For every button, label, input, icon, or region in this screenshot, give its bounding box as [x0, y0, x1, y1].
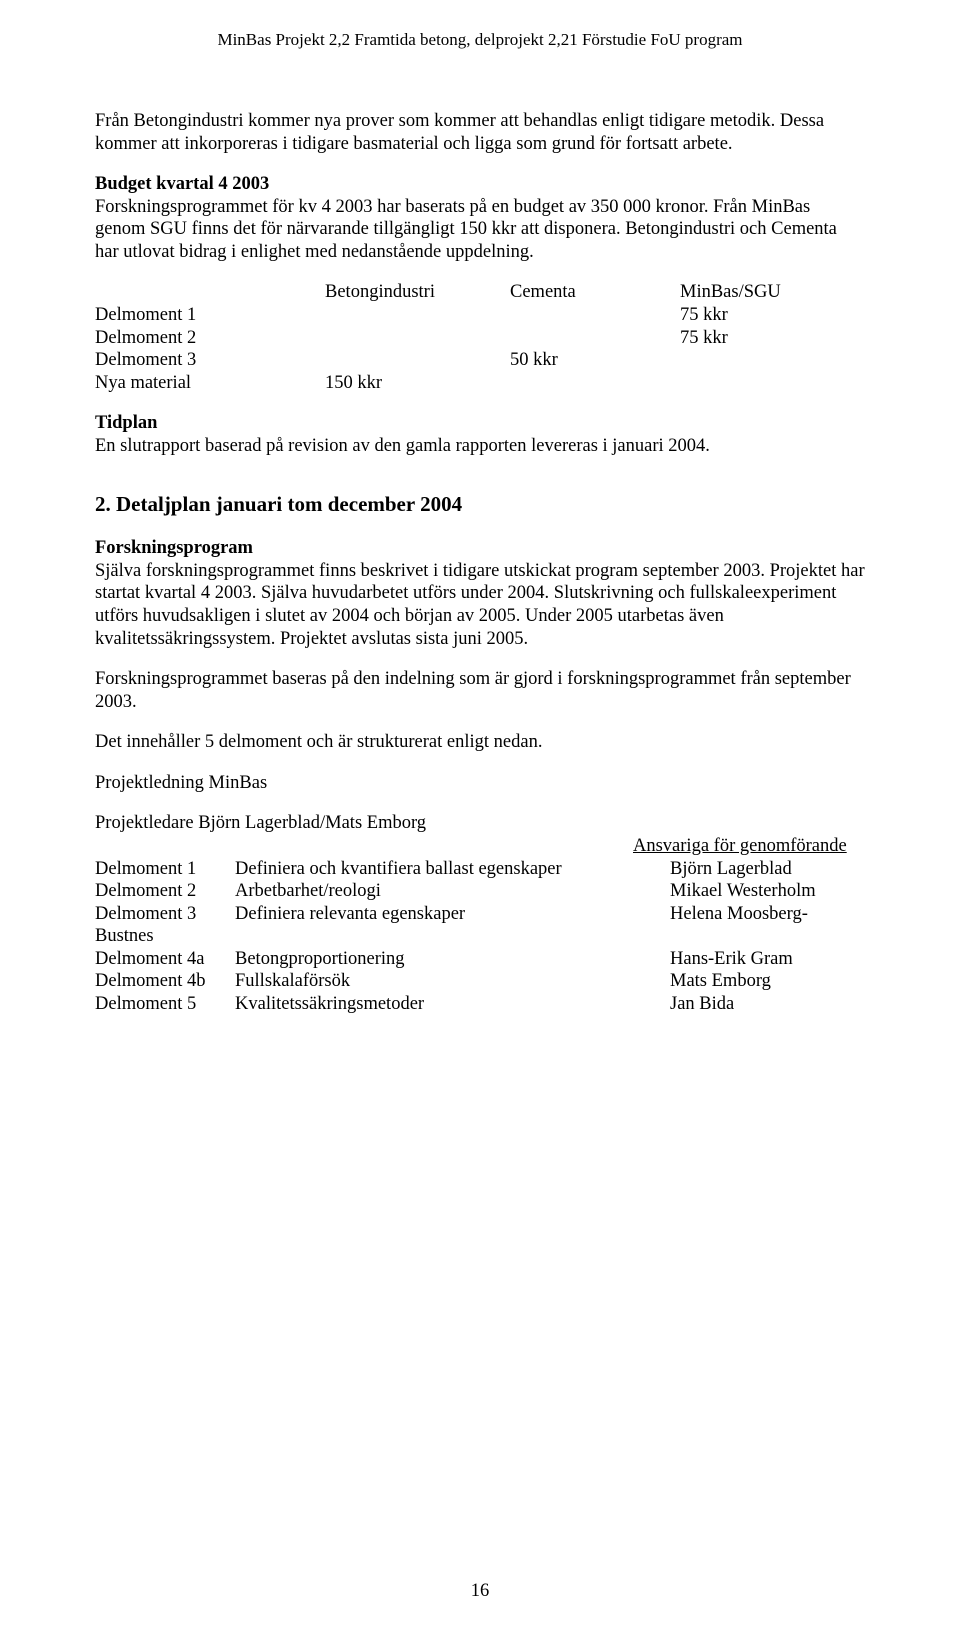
- delmoment-row: Delmoment 1 Definiera och kvantifiera ba…: [95, 858, 865, 881]
- tidplan-section: Tidplan En slutrapport baserad på revisi…: [95, 412, 865, 457]
- budget-row: Delmoment 3 50 kkr: [95, 349, 865, 372]
- paragraph-6: Det innehåller 5 delmoment och är strukt…: [95, 731, 865, 754]
- paragraph-5: Forskningsprogrammet baseras på den inde…: [95, 668, 865, 713]
- section-2-title: 2. Detaljplan januari tom december 2004: [95, 492, 865, 517]
- delmoment-row: Delmoment 4b Fullskalaförsök Mats Emborg: [95, 970, 865, 993]
- budget-row: Nya material 150 kkr: [95, 372, 865, 395]
- budget-header-betongindustri: Betongindustri: [325, 281, 510, 304]
- paragraph-2: Forskningsprogrammet för kv 4 2003 har b…: [95, 197, 837, 262]
- document-page: MinBas Projekt 2,2 Framtida betong, delp…: [0, 0, 960, 1627]
- delmoment-row: Delmoment 2 Arbetbarhet/reologi Mikael W…: [95, 880, 865, 903]
- delmoment-row: Bustnes: [95, 925, 865, 948]
- delmoment-table: Projektledare Björn Lagerblad/Mats Embor…: [95, 812, 865, 1015]
- budget-title: Budget kvartal 4 2003: [95, 174, 269, 194]
- budget-section: Budget kvartal 4 2003 Forskningsprogramm…: [95, 173, 865, 263]
- budget-header-empty: [95, 281, 325, 304]
- forsknings-title: Forskningsprogram: [95, 538, 253, 558]
- paragraph-3: En slutrapport baserad på revision av de…: [95, 436, 710, 456]
- projektledning: Projektledning MinBas: [95, 772, 865, 795]
- tidplan-title: Tidplan: [95, 413, 157, 433]
- budget-table: Betongindustri Cementa MinBas/SGU Delmom…: [95, 281, 865, 394]
- budget-row: Delmoment 2 75 kkr: [95, 327, 865, 350]
- paragraph-1: Från Betongindustri kommer nya prover so…: [95, 110, 865, 155]
- forsknings-section: Forskningsprogram Själva forskningsprogr…: [95, 537, 865, 650]
- budget-row: Delmoment 1 75 kkr: [95, 304, 865, 327]
- ansvariga-title: Ansvariga för genomförande: [633, 835, 865, 858]
- delmoment-row: Delmoment 3 Definiera relevanta egenskap…: [95, 903, 865, 926]
- budget-header-minbas: MinBas/SGU: [680, 281, 850, 304]
- paragraph-4: Själva forskningsprogrammet finns beskri…: [95, 561, 865, 649]
- delmoment-row: Delmoment 5 Kvalitetssäkringsmetoder Jan…: [95, 993, 865, 1016]
- budget-header-cementa: Cementa: [510, 281, 680, 304]
- delmoment-row: Delmoment 4a Betongproportionering Hans-…: [95, 948, 865, 971]
- projektledare: Projektledare Björn Lagerblad/Mats Embor…: [95, 812, 426, 835]
- page-number: 16: [0, 1581, 960, 1602]
- page-header: MinBas Projekt 2,2 Framtida betong, delp…: [95, 30, 865, 50]
